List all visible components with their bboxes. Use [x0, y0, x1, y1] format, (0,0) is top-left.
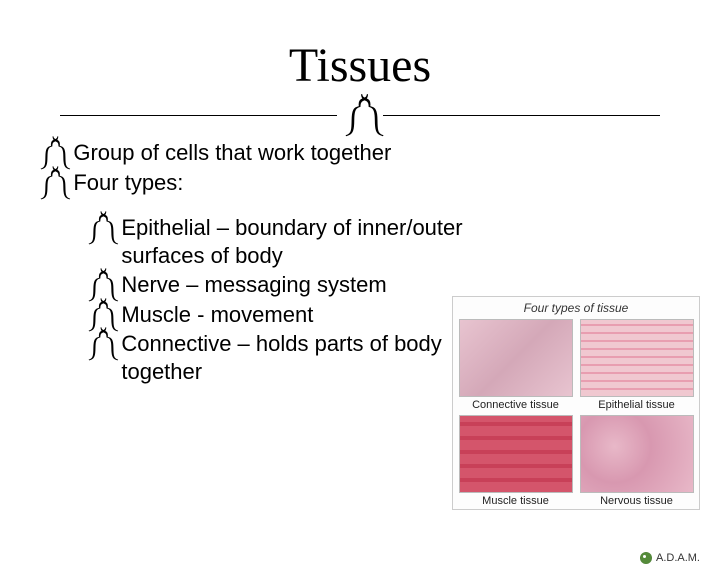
- tissue-label: Muscle tissue: [482, 495, 549, 507]
- sub-bullet-text: Muscle - movement: [121, 301, 313, 329]
- tissue-label: Epithelial tissue: [598, 399, 674, 411]
- tissue-swatch-connective: [459, 319, 573, 397]
- tissue-cell-epithelial: Epithelial tissue: [578, 319, 695, 411]
- tissue-cell-muscle: Muscle tissue: [457, 415, 574, 507]
- bullet-ornament-icon: ༼༽: [88, 301, 111, 327]
- bullet-item: ༼༽ Four types:: [40, 169, 680, 197]
- tissue-swatch-nervous: [580, 415, 694, 493]
- sub-bullet-text: Nerve – messaging system: [121, 271, 386, 299]
- figure-credit: A.D.A.M.: [640, 552, 700, 564]
- divider-line-right: [383, 115, 660, 116]
- bullet-text: Four types:: [73, 169, 183, 197]
- tissue-grid: Connective tissue Epithelial tissue Musc…: [457, 319, 695, 507]
- tissue-cell-nervous: Nervous tissue: [578, 415, 695, 507]
- bullet-ornament-icon: ༼༽: [88, 271, 111, 297]
- tissue-label: Nervous tissue: [600, 495, 673, 507]
- bullet-text: Group of cells that work together: [73, 139, 391, 167]
- bullet-ornament-icon: ༼༽: [40, 139, 63, 165]
- credit-text: A.D.A.M.: [656, 552, 700, 564]
- sub-bullet-item: ༼༽ Nerve – messaging system: [88, 271, 680, 299]
- title-divider: ༼༽: [0, 101, 720, 129]
- sub-bullet-text: Epithelial – boundary of inner/outer sur…: [121, 214, 481, 269]
- tissue-label: Connective tissue: [472, 399, 559, 411]
- bullet-item: ༼༽ Group of cells that work together: [40, 139, 680, 167]
- figure-caption: Four types of tissue: [457, 301, 695, 315]
- tissue-swatch-epithelial: [580, 319, 694, 397]
- bullet-ornament-icon: ༼༽: [88, 214, 111, 240]
- tissue-types-figure: Four types of tissue Connective tissue E…: [452, 296, 700, 510]
- sub-bullet-text: Connective – holds parts of body togethe…: [121, 330, 481, 385]
- bullet-ornament-icon: ༼༽: [40, 169, 63, 195]
- divider-line-left: [60, 115, 337, 116]
- bullet-ornament-icon: ༼༽: [88, 330, 111, 356]
- tissue-cell-connective: Connective tissue: [457, 319, 574, 411]
- divider-ornament-icon: ༼༽: [337, 101, 383, 129]
- adam-logo-icon: [640, 552, 652, 564]
- tissue-swatch-muscle: [459, 415, 573, 493]
- sub-bullet-item: ༼༽ Epithelial – boundary of inner/outer …: [88, 214, 680, 269]
- slide-title: Tissues: [0, 38, 720, 93]
